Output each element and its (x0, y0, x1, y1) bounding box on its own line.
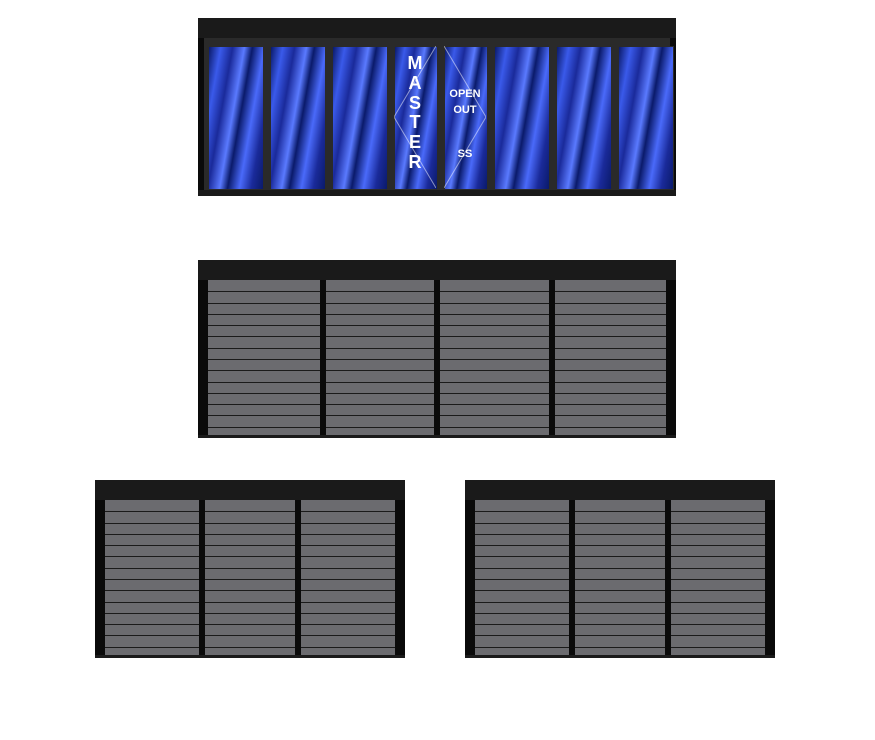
mid-post (320, 280, 326, 438)
cladding (475, 500, 765, 658)
cladding-slat (475, 602, 765, 603)
glass-pane (208, 46, 264, 190)
mid-post (434, 280, 440, 438)
cladding-slat (475, 523, 765, 524)
sill (198, 190, 676, 196)
mid-post (665, 500, 671, 658)
cladding-slat (475, 635, 765, 636)
cladding-slat (475, 647, 765, 648)
end-trim (198, 38, 204, 196)
cladding-slat (475, 534, 765, 535)
mid-post (569, 500, 575, 658)
base-trim (95, 655, 405, 658)
base-trim (198, 435, 676, 438)
front-elevation: MASTEROPENOUTSS (198, 18, 676, 196)
cladding-slat (475, 556, 765, 557)
fascia (198, 260, 676, 280)
side-elevation-right (465, 480, 775, 658)
cladding-slat (475, 613, 765, 614)
cladding-slat (475, 545, 765, 546)
glass-pane (556, 46, 612, 190)
corner-post (198, 280, 208, 438)
glass-pane (494, 46, 550, 190)
door-slave (444, 46, 488, 190)
cladding-slat (475, 579, 765, 580)
corner-post (395, 500, 405, 658)
cladding-slat (475, 568, 765, 569)
cladding-slat (105, 590, 395, 591)
cladding-slat (105, 534, 395, 535)
cladding-slat (105, 635, 395, 636)
cladding-slat (475, 624, 765, 625)
corner-post (666, 280, 676, 438)
cladding-slat (105, 613, 395, 614)
glass-pane (332, 46, 388, 190)
fascia (198, 18, 676, 38)
corner-post (465, 500, 475, 658)
glass-pane (618, 46, 674, 190)
cladding-slat (105, 624, 395, 625)
glass-pane (270, 46, 326, 190)
base-trim (465, 655, 775, 658)
cladding (105, 500, 395, 658)
door-master (394, 46, 438, 190)
mid-post (199, 500, 205, 658)
cladding-slat (475, 590, 765, 591)
cladding-slat (105, 545, 395, 546)
cladding-slat (105, 511, 395, 512)
cladding-slat (105, 568, 395, 569)
fascia (95, 480, 405, 500)
cladding-slat (475, 511, 765, 512)
cladding-slat (105, 556, 395, 557)
mid-post (295, 500, 301, 658)
cladding-slat (105, 647, 395, 648)
corner-post (765, 500, 775, 658)
rear-elevation (198, 260, 676, 438)
cladding-slat (105, 523, 395, 524)
cladding-slat (105, 602, 395, 603)
side-elevation-left (95, 480, 405, 658)
corner-post (95, 500, 105, 658)
mid-post (549, 280, 555, 438)
fascia (465, 480, 775, 500)
cladding-slat (105, 579, 395, 580)
